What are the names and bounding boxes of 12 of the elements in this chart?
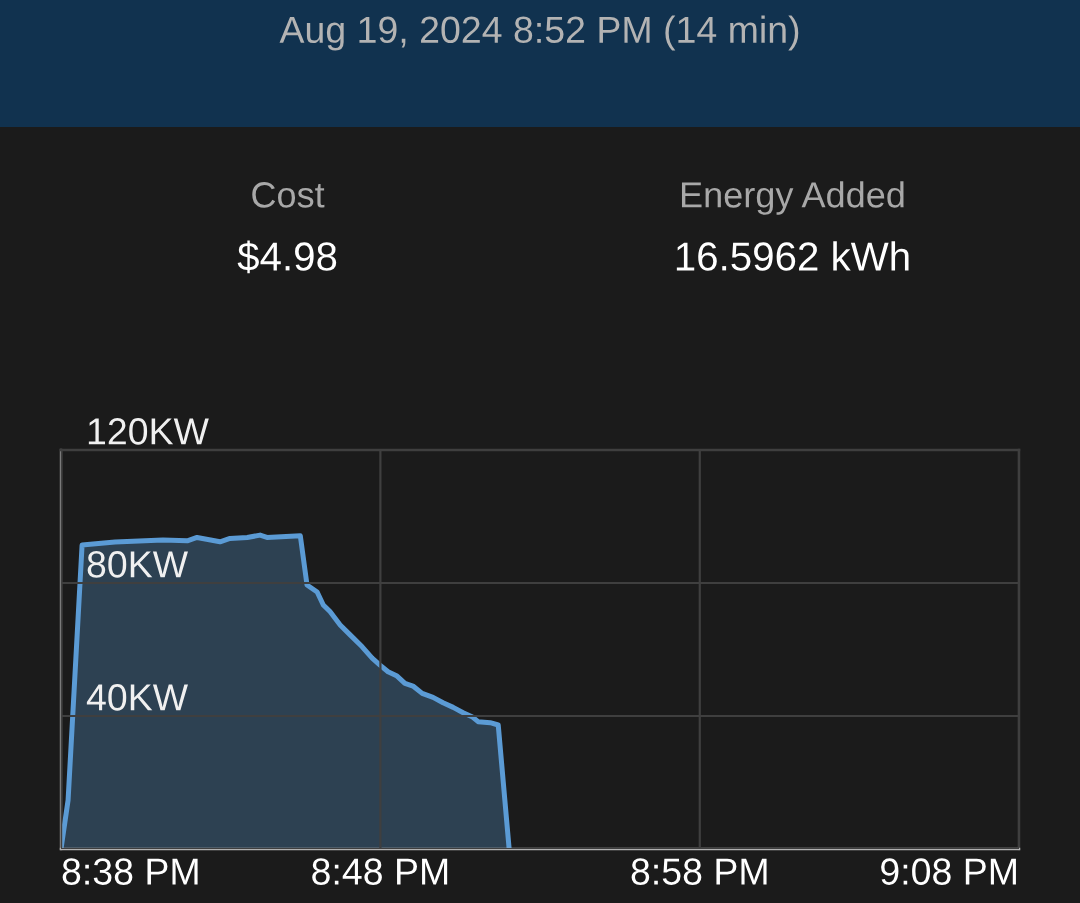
text: Cost xyxy=(252,182,325,208)
y-tick-label: 40KW xyxy=(86,684,188,711)
y-tick-label: 120KW xyxy=(88,418,209,445)
x-tick-label: 8:48 PM xyxy=(312,858,448,885)
text: Energy Added xyxy=(681,181,904,215)
y-tick-label: 80KW xyxy=(87,551,188,578)
text: $4.98 xyxy=(237,240,337,274)
x-tick-label: 9:08 PM xyxy=(881,858,1016,885)
x-tick-label: 8:38 PM xyxy=(62,858,198,885)
x-tick-label: 8:58 PM xyxy=(631,858,767,885)
chart-title: Aug 19, 2024 8:52 PM (14 min) xyxy=(279,15,799,51)
text: 16.5962 kWh xyxy=(676,241,909,271)
